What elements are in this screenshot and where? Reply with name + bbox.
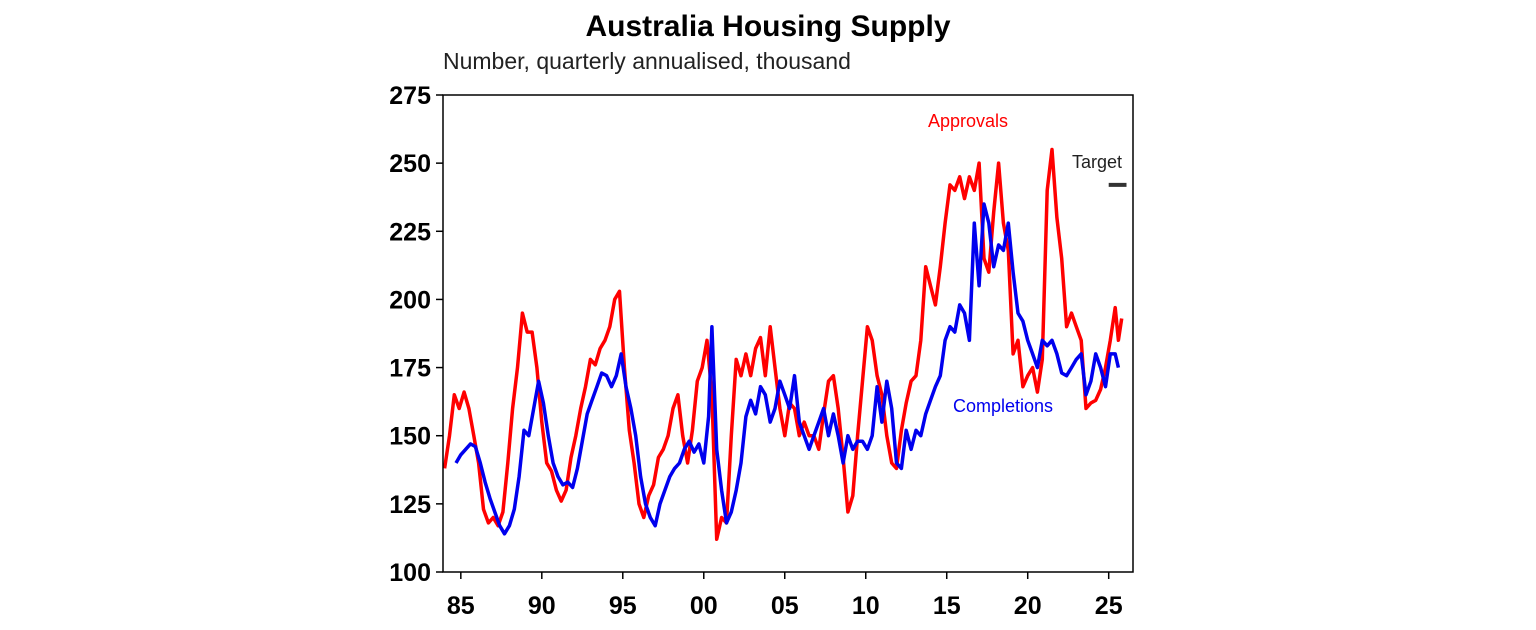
- y-tick-label: 225: [389, 218, 431, 246]
- chart-title: Australia Housing Supply: [585, 10, 951, 43]
- x-tick-label: 25: [1095, 592, 1123, 620]
- y-tick-label: 275: [389, 82, 431, 110]
- y-tick-label: 200: [389, 286, 431, 314]
- series-completions-line: [454, 202, 1121, 536]
- y-tick-label: 250: [389, 150, 431, 178]
- y-tick-label: 125: [389, 491, 431, 519]
- series-approvals-line: [442, 147, 1124, 542]
- y-tick-label: 150: [389, 423, 431, 451]
- x-tick-label: 90: [528, 592, 556, 620]
- x-tick-label: 20: [1014, 592, 1042, 620]
- x-tick-label: 15: [933, 592, 961, 620]
- x-tick-label: 00: [690, 592, 718, 620]
- x-tick-label: 85: [447, 592, 475, 620]
- approvals-label: Approvals: [928, 111, 1008, 131]
- x-axis-ticks: 85 90 95 00 05 10 15 20 25: [447, 572, 1123, 620]
- plot-frame: [442, 94, 1134, 573]
- y-tick-label: 175: [389, 355, 431, 383]
- x-tick-label: 95: [609, 592, 637, 620]
- target-label: Target: [1072, 152, 1122, 172]
- y-axis-ticks: 100 125 150 175 200 225 250 275: [389, 82, 443, 587]
- x-tick-label: 05: [771, 592, 799, 620]
- x-tick-label: 10: [852, 592, 880, 620]
- completions-label: Completions: [953, 396, 1053, 416]
- series-layer: [442, 147, 1127, 542]
- y-tick-label: 100: [389, 559, 431, 587]
- chart-subtitle: Number, quarterly annualised, thousand: [443, 48, 851, 74]
